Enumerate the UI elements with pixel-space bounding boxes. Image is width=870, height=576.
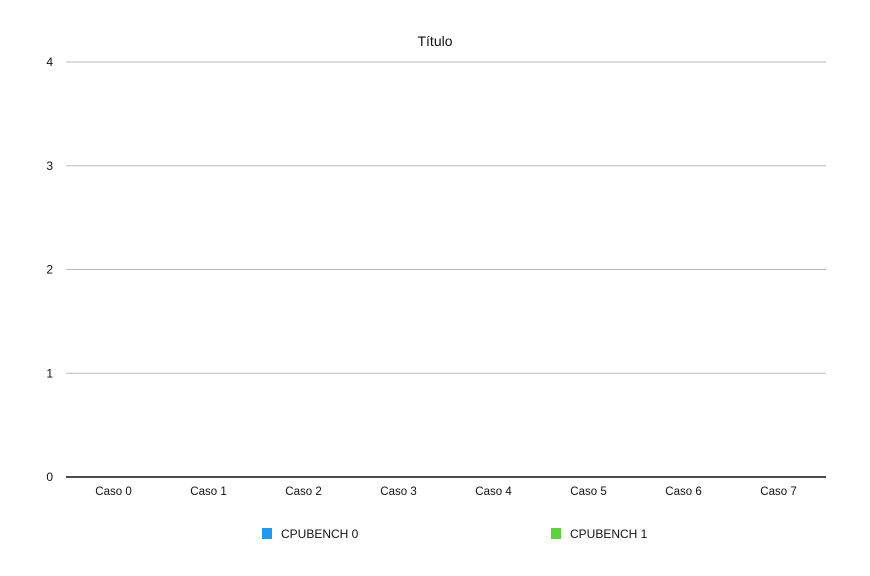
y-tick-label: 2: [46, 263, 53, 277]
x-tick-label: Caso 5: [570, 486, 606, 498]
y-tick-label: 0: [46, 470, 53, 484]
legend-swatch: [551, 528, 561, 539]
y-tick-label: 3: [46, 159, 53, 173]
y-tick-label: 4: [46, 55, 53, 69]
x-tick-label: Caso 3: [380, 486, 416, 498]
x-tick-label: Caso 4: [475, 486, 512, 498]
x-tick-label: Caso 7: [760, 486, 796, 498]
legend-label: CPUBENCH 0: [281, 527, 359, 541]
y-tick-label: 1: [46, 366, 53, 380]
legend-label: CPUBENCH 1: [570, 527, 648, 541]
x-tick-label: Caso 0: [95, 486, 131, 498]
chart-title: Título: [417, 33, 453, 49]
x-tick-label: Caso 6: [665, 486, 701, 498]
x-tick-label: Caso 1: [190, 486, 226, 498]
x-tick-label: Caso 2: [285, 486, 321, 498]
legend-swatch: [262, 528, 272, 539]
